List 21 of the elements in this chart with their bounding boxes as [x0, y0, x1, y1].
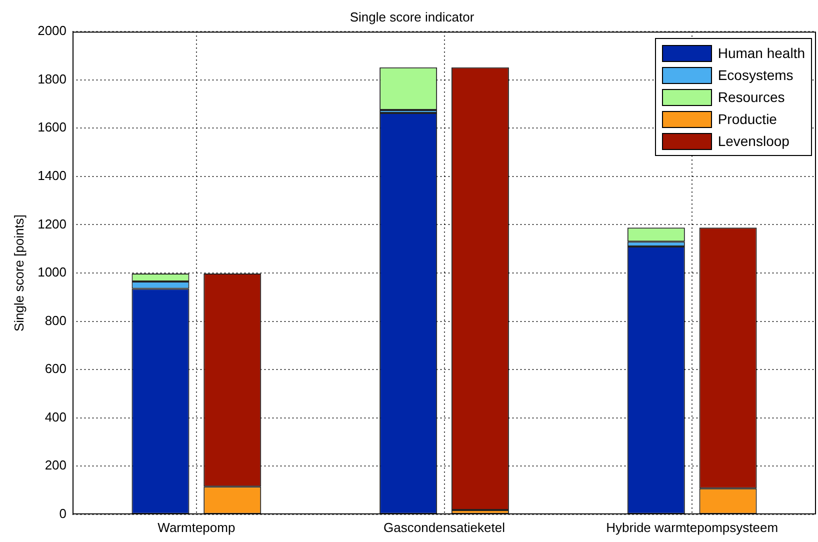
y-tick-label: 0 — [59, 506, 67, 521]
legend-label: Levensloop — [718, 133, 790, 149]
legend-label: Productie — [718, 111, 777, 127]
y-tick-label: 2000 — [38, 23, 67, 38]
y-tick-label: 1800 — [38, 71, 67, 86]
y-tick-label: 200 — [44, 458, 67, 473]
legend-label: Ecosystems — [718, 67, 794, 83]
chart-title: Single score indicator — [350, 9, 475, 24]
y-tick-label: 1600 — [38, 120, 67, 135]
y-axis-title: Single score [points] — [11, 214, 26, 332]
legend-label: Human health — [718, 45, 805, 61]
x-tick-label: Gascondensatieketel — [384, 520, 506, 535]
x-tick-label: Warmtepomp — [158, 520, 236, 535]
y-tick-label: 400 — [44, 409, 67, 424]
legend-label: Resources — [718, 89, 785, 105]
y-tick-label: 1000 — [38, 264, 67, 280]
y-tick-label: 600 — [44, 361, 67, 376]
y-tick-label: 1200 — [38, 216, 67, 232]
y-tick-label: 800 — [44, 312, 67, 328]
y-tick-label: 1400 — [38, 168, 67, 184]
x-tick-label: Hybride warmtepompsysteem — [606, 520, 778, 535]
